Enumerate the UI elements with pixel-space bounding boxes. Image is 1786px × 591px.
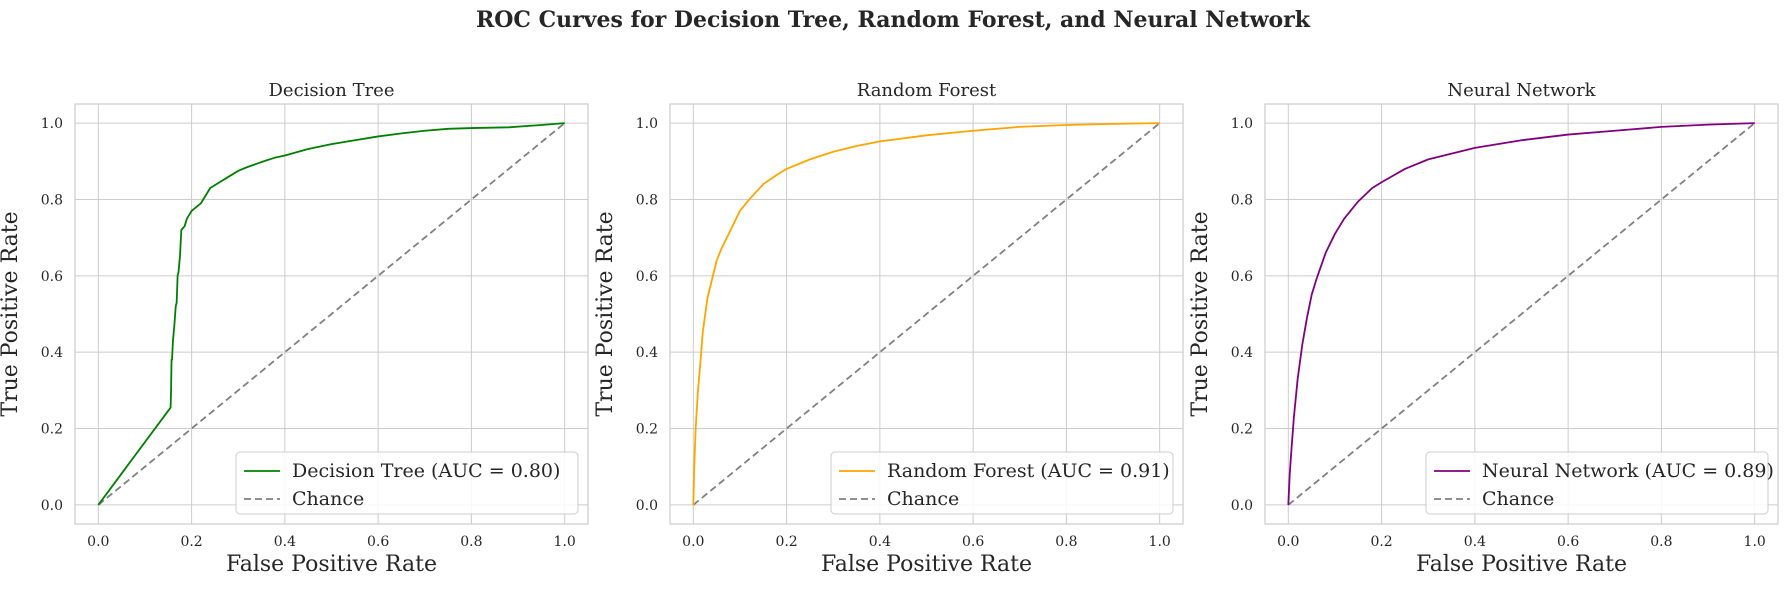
figure-suptitle: ROC Curves for Decision Tree, Random For… [476, 7, 1311, 33]
chance-line [97, 122, 566, 506]
legend-entry-label: Chance [292, 488, 364, 510]
y-tick-label: 0.6 [1231, 269, 1253, 285]
y-tick-label: 0.8 [1231, 192, 1253, 208]
y-tick-label: 1.0 [41, 116, 63, 132]
y-tick-label: 0.6 [636, 269, 658, 285]
y-axis-label: True Positive Rate [593, 211, 618, 416]
x-tick-label: 0.2 [1370, 534, 1392, 550]
x-tick-label: 0.6 [367, 534, 389, 550]
x-tick-label: 0.0 [87, 534, 109, 550]
roc-panel-1: 0.0 0.2 0.4 0.6 0.8 1.0 0.0 0.2 0.4 0.6 0.8 1.0 Deci… [0, 80, 589, 577]
y-tick-label: 0.4 [1231, 345, 1253, 361]
y-tick-label: 0.4 [636, 345, 658, 361]
y-tick-label: 0.2 [636, 422, 658, 438]
x-axis-label: False Positive Rate [226, 552, 437, 577]
roc-panel-2: 0.0 0.2 0.4 0.6 0.8 1.0 0.0 0.2 0.4 0.6 0.8 1.0 Rand… [593, 80, 1184, 577]
x-tick-label: 0.8 [1650, 534, 1672, 550]
x-axis-label: False Positive Rate [1416, 552, 1627, 577]
x-tick-label: 0.4 [274, 534, 296, 550]
plot-frame [1264, 103, 1779, 525]
y-tick-label: 0.2 [1231, 422, 1253, 438]
y-tick-label: 0.8 [636, 192, 658, 208]
x-tick-label: 1.0 [554, 534, 576, 550]
y-axis-label: True Positive Rate [0, 211, 23, 416]
plot-frame [669, 103, 1184, 525]
roc-curve-line [1287, 122, 1755, 505]
y-tick-label: 1.0 [636, 116, 658, 132]
legend-entry-label: Decision Tree (AUC = 0.80) [292, 460, 560, 482]
panel-title: Neural Network [1447, 80, 1596, 101]
y-tick-label: 0.6 [41, 269, 63, 285]
roc-panel-3: 0.0 0.2 0.4 0.6 0.8 1.0 0.0 0.2 0.4 0.6 0.8 1.0 Neur… [1188, 80, 1779, 577]
x-tick-label: 0.8 [1055, 534, 1077, 550]
y-tick-label: 0.0 [636, 498, 658, 514]
roc-curve-line [97, 122, 565, 506]
x-tick-label: 0.8 [460, 534, 482, 550]
y-tick-label: 1.0 [1231, 116, 1253, 132]
y-tick-label: 0.0 [1231, 498, 1253, 514]
legend: Decision Tree (AUC = 0.80) Chance [235, 451, 579, 515]
x-tick-label: 0.6 [962, 534, 984, 550]
legend: Random Forest (AUC = 0.91) Chance [830, 451, 1174, 515]
x-axis-label: False Positive Rate [821, 552, 1032, 577]
x-tick-label: 1.0 [1149, 534, 1171, 550]
plot-frame [74, 103, 589, 525]
legend-box [235, 451, 579, 515]
chance-line [692, 122, 1161, 506]
x-tick-label: 0.0 [682, 534, 704, 550]
y-tick-label: 0.8 [41, 192, 63, 208]
x-tick-label: 0.2 [180, 534, 202, 550]
x-tick-label: 0.0 [1277, 534, 1299, 550]
x-tick-label: 0.2 [775, 534, 797, 550]
legend-entry-label: Chance [1482, 488, 1554, 510]
x-tick-label: 1.0 [1744, 534, 1766, 550]
panel-title: Decision Tree [269, 80, 395, 101]
x-tick-label: 0.4 [1464, 534, 1486, 550]
legend: Neural Network (AUC = 0.89) Chance [1425, 451, 1774, 515]
legend-entry-label: Neural Network (AUC = 0.89) [1482, 460, 1774, 482]
x-tick-label: 0.4 [869, 534, 891, 550]
x-tick-label: 0.6 [1557, 534, 1579, 550]
y-axis-label: True Positive Rate [1188, 211, 1213, 416]
roc-curve-line [692, 122, 1160, 505]
panel-title: Random Forest [857, 80, 997, 101]
chance-line [1287, 122, 1756, 506]
legend-box [1425, 451, 1769, 515]
legend-entry-label: Random Forest (AUC = 0.91) [887, 460, 1170, 482]
legend-entry-label: Chance [887, 488, 959, 510]
y-tick-label: 0.4 [41, 345, 63, 361]
y-tick-label: 0.0 [41, 498, 63, 514]
legend-box [830, 451, 1174, 515]
y-tick-label: 0.2 [41, 422, 63, 438]
